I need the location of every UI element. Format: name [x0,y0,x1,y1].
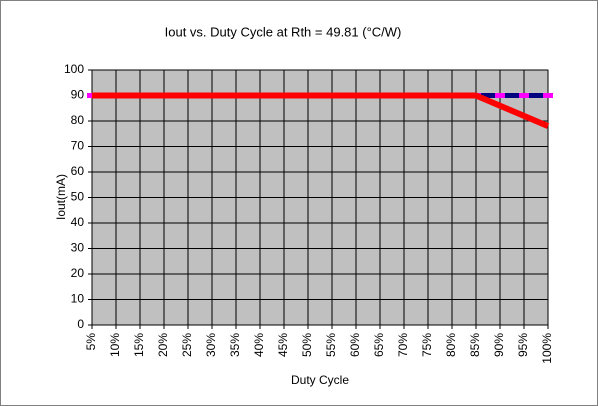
x-axis-label: Duty Cycle [291,373,349,387]
y-tick-label: 80 [71,113,85,127]
series-marker [495,93,505,98]
y-tick-label: 0 [77,317,84,331]
x-tick-label: 100% [540,333,554,364]
x-tick-label: 75% [420,333,434,357]
y-tick-label: 70 [71,139,85,153]
series-marker [519,93,529,98]
y-tick-label: 100 [64,62,84,76]
x-tick-label: 85% [468,333,482,357]
x-tick-label: 40% [252,333,266,357]
x-tick-label: 95% [516,333,530,357]
y-axis-label: Iout(mA) [54,174,68,220]
y-tick-label: 30 [71,241,85,255]
y-tick-label: 20 [71,266,85,280]
x-tick-label: 70% [396,333,410,357]
chart-title: Iout vs. Duty Cycle at Rth = 49.81 (°C/W… [165,24,402,39]
x-tick-label: 90% [492,333,506,357]
y-tick-label: 60 [71,164,85,178]
x-tick-label: 65% [372,333,386,357]
y-tick-label: 50 [71,190,85,204]
x-tick-label: 20% [156,333,170,357]
x-tick-label: 35% [228,333,242,357]
x-tick-label: 25% [180,333,194,357]
x-tick-label: 45% [276,333,290,357]
x-tick-label: 80% [444,333,458,357]
x-tick-label: 15% [132,333,146,357]
x-tick-label: 10% [108,333,122,357]
x-tick-label: 5% [84,333,98,351]
x-tick-label: 50% [300,333,314,357]
series-marker [543,93,553,98]
y-tick-label: 90 [71,88,85,102]
y-tick-label: 10 [71,292,85,306]
y-tick-label: 40 [71,215,85,229]
x-tick-label: 60% [348,333,362,357]
x-tick-label: 30% [204,333,218,357]
x-tick-label: 55% [324,333,338,357]
series-line [92,92,550,129]
